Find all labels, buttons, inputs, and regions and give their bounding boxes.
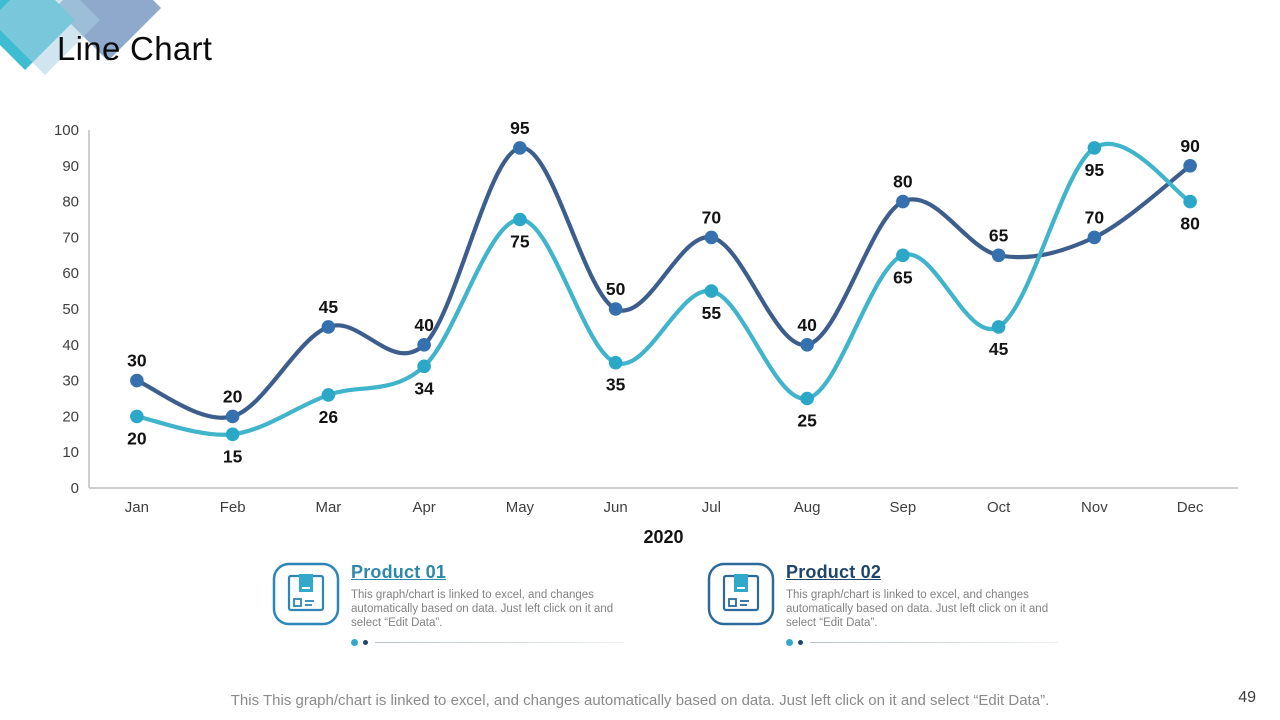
data-label: 40	[797, 315, 817, 335]
data-point	[800, 391, 814, 406]
data-point	[800, 338, 814, 352]
data-label: 70	[1085, 207, 1105, 227]
data-label: 55	[702, 303, 722, 323]
y-tick-label: 90	[62, 158, 79, 175]
data-point	[991, 320, 1006, 334]
legend-link-product-02[interactable]: Product 02	[786, 562, 882, 582]
y-tick-label: 0	[71, 480, 79, 497]
x-axis-label: Sep	[890, 499, 917, 516]
y-tick-label: 100	[54, 122, 79, 139]
data-point	[608, 355, 623, 370]
footer-disclaimer: This This graph/chart is linked to excel…	[230, 692, 1050, 709]
data-label: 26	[319, 407, 339, 427]
data-label: 45	[319, 297, 339, 317]
y-tick-label: 70	[62, 229, 79, 246]
y-tick-label: 20	[62, 408, 79, 425]
x-axis-label: Mar	[315, 499, 341, 516]
data-point	[704, 284, 719, 298]
data-point	[417, 338, 431, 352]
data-label: 80	[893, 172, 913, 192]
page-title: Line Chart	[57, 30, 213, 68]
data-label: 70	[702, 207, 722, 227]
data-point	[608, 302, 623, 316]
line-chart: 0 10 20 30 40 50 60 70 80 90 100 Jan Feb Mar Apr May Jun…	[54, 118, 1238, 547]
data-label: 95	[1085, 160, 1105, 180]
y-tick-label: 10	[62, 444, 79, 461]
data-label: 80	[1180, 214, 1200, 234]
data-point	[513, 212, 527, 227]
data-point	[704, 230, 719, 245]
x-axis-label: Dec	[1177, 499, 1204, 516]
data-point	[896, 194, 910, 209]
data-point	[1183, 159, 1197, 173]
data-label: 34	[414, 378, 434, 398]
data-point	[130, 373, 144, 388]
data-label: 50	[606, 279, 626, 299]
x-axis-label: Jun	[604, 499, 628, 516]
divider-dot-navy	[798, 640, 803, 645]
page-number: 49	[1238, 689, 1256, 706]
x-axis-label: Nov	[1081, 499, 1108, 516]
data-point	[321, 320, 336, 334]
divider-dot-teal	[786, 639, 793, 646]
x-axis-label: Jan	[125, 499, 149, 516]
legend-divider	[351, 639, 623, 646]
legend-card-product-01: Product 01 This graph/chart is linked to…	[272, 562, 672, 646]
data-label: 65	[893, 267, 913, 287]
data-label: 25	[797, 411, 817, 431]
y-tick-label: 50	[62, 301, 79, 318]
data-point	[513, 141, 527, 155]
divider-dot-teal	[351, 639, 358, 646]
data-point	[896, 248, 910, 263]
legend-card-product-02: Product 02 This graph/chart is linked to…	[707, 562, 1107, 646]
data-label: 20	[127, 428, 147, 448]
data-point	[1087, 141, 1102, 155]
data-point	[321, 388, 336, 402]
package-box-icon	[272, 562, 340, 646]
x-axis-label: Jul	[702, 499, 721, 516]
x-axis-label: Aug	[794, 499, 821, 516]
divider-rule	[375, 642, 623, 643]
data-point	[225, 427, 240, 442]
data-label: 30	[127, 351, 147, 371]
data-label: 45	[989, 339, 1009, 359]
y-tick-label: 30	[62, 373, 79, 390]
x-axis-label: Apr	[412, 499, 435, 516]
legend-description: This graph/chart is linked to excel, and…	[786, 589, 1049, 629]
x-axis-label: May	[506, 499, 535, 516]
y-tick-label: 60	[62, 265, 79, 282]
x-axis-label: Feb	[220, 499, 246, 516]
data-label: 90	[1180, 136, 1200, 156]
decor-diamond-pale	[0, 0, 100, 75]
x-axis-label: Oct	[987, 499, 1011, 516]
data-point	[991, 248, 1006, 263]
data-point	[1183, 194, 1197, 209]
legend-divider	[786, 639, 1058, 646]
data-label: 95	[510, 118, 530, 138]
series-line-product-01	[134, 141, 1193, 437]
package-box-icon	[707, 562, 775, 646]
data-point	[130, 409, 144, 424]
y-tick-label: 80	[62, 194, 79, 211]
data-label: 35	[606, 375, 626, 395]
data-label: 65	[989, 225, 1009, 245]
data-label: 40	[414, 315, 434, 335]
data-label: 20	[223, 386, 243, 406]
data-point	[1087, 230, 1102, 245]
divider-rule	[810, 642, 1058, 643]
corner-decoration	[0, 0, 161, 75]
data-point	[225, 409, 240, 424]
divider-dot-navy	[363, 640, 368, 645]
x-axis-title: 2020	[643, 527, 683, 547]
series-line-product-02	[134, 145, 1193, 420]
data-label: 15	[223, 446, 243, 466]
data-point	[417, 359, 431, 374]
legend-description: This graph/chart is linked to excel, and…	[351, 589, 614, 629]
legend-link-product-01[interactable]: Product 01	[351, 562, 447, 582]
y-tick-label: 40	[62, 337, 79, 354]
data-label: 75	[510, 232, 530, 252]
